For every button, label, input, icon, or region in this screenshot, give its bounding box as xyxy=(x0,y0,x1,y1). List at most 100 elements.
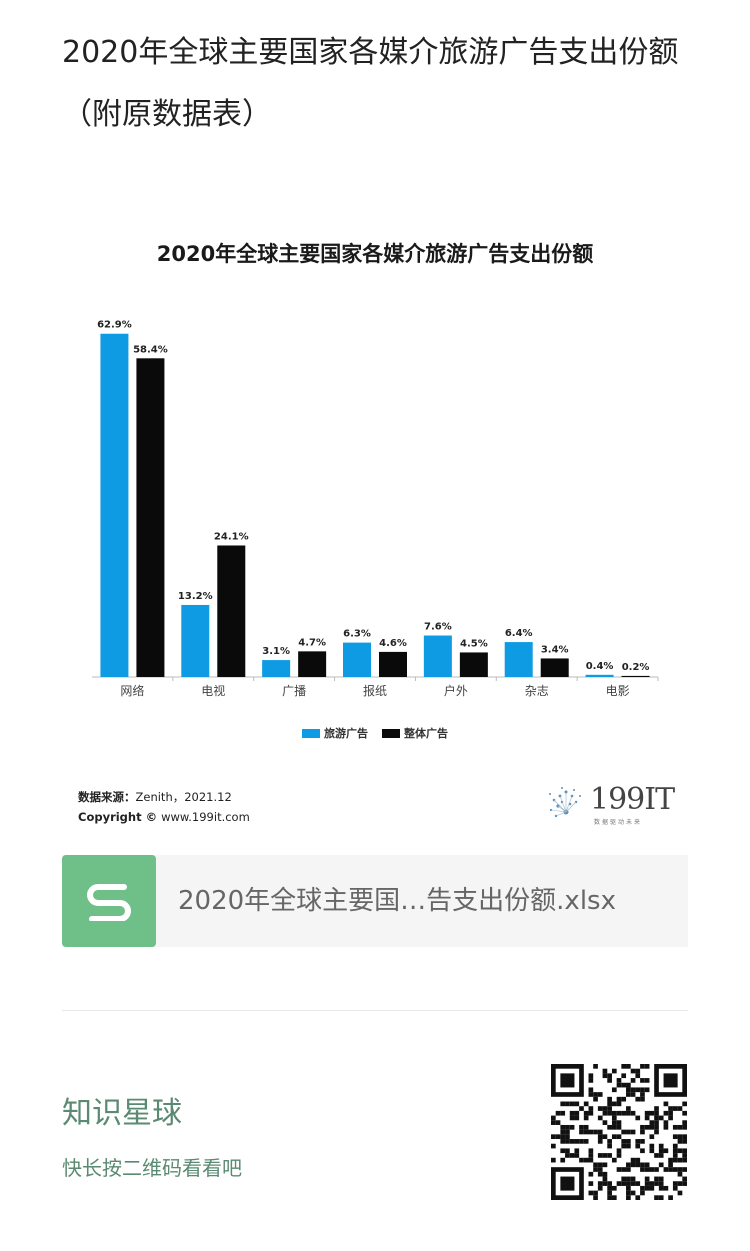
qr-module xyxy=(621,1096,627,1102)
qr-module xyxy=(654,1176,659,1182)
qr-module xyxy=(607,1139,612,1144)
qr-module xyxy=(654,1106,659,1111)
s-glyph-icon xyxy=(87,884,131,921)
qr-module xyxy=(635,1087,641,1093)
qr-module xyxy=(597,1106,603,1111)
bar-chart: 62.9% 58.4% 网络 13.2% 24.1% 电视 3.1% 4.7% 广播 6.3% 4.… xyxy=(92,320,659,698)
qr-module xyxy=(583,1110,589,1116)
qr-module xyxy=(616,1181,622,1186)
qr-module xyxy=(551,1134,556,1140)
qr-module xyxy=(607,1124,612,1130)
bar-overall-6 xyxy=(621,675,650,677)
qr-module xyxy=(682,1153,687,1158)
qr-module xyxy=(597,1092,603,1097)
qr-module xyxy=(565,1129,570,1135)
bar-travel-4 xyxy=(423,635,452,677)
qr-module xyxy=(677,1124,683,1130)
data-label-travel-1: 13.2% xyxy=(178,591,213,602)
qr-module xyxy=(611,1087,617,1093)
qr-module xyxy=(654,1110,659,1116)
qr-module xyxy=(602,1171,608,1177)
qr-module xyxy=(654,1195,659,1200)
attachment-card[interactable]: 2020年全球主要国…告支出份额.xlsx xyxy=(62,855,688,947)
data-label-travel-3: 6.3% xyxy=(343,629,371,640)
qr-module xyxy=(658,1181,664,1186)
chart-title: 2020年全球主要国家各媒介旅游广告支出份额 xyxy=(156,242,594,266)
qr-module xyxy=(640,1185,645,1191)
qr-module xyxy=(588,1073,594,1079)
qr-module xyxy=(574,1148,580,1154)
qr-module xyxy=(593,1064,598,1069)
qr-module xyxy=(626,1087,631,1093)
qr-module xyxy=(602,1153,608,1158)
qr-module xyxy=(565,1124,570,1130)
data-label-overall-4: 4.5% xyxy=(460,638,488,649)
qr-module xyxy=(654,1129,659,1135)
qr-module xyxy=(663,1124,669,1130)
qr-module xyxy=(677,1157,683,1163)
qr-module xyxy=(644,1110,650,1116)
qr-module xyxy=(593,1096,598,1102)
data-label-overall-1: 24.1% xyxy=(214,531,249,542)
qr-module xyxy=(626,1190,631,1196)
qr-module xyxy=(583,1139,589,1144)
chart-legend: 旅游广告 整体广告 xyxy=(302,725,448,741)
qr-module xyxy=(626,1129,631,1135)
qr-module xyxy=(569,1101,575,1107)
qr-module xyxy=(607,1143,612,1149)
qr-module xyxy=(611,1185,617,1191)
qr-module xyxy=(658,1143,664,1149)
qr-module xyxy=(602,1176,608,1182)
source-value: Zenith，2021.12 xyxy=(135,790,232,804)
qr-module xyxy=(644,1185,650,1191)
data-label-travel-6: 0.4% xyxy=(586,661,614,672)
qr-module xyxy=(640,1096,645,1102)
qr-module xyxy=(607,1106,612,1111)
qr-module xyxy=(574,1153,580,1158)
qr-module xyxy=(654,1120,659,1125)
data-label-travel-0: 62.9% xyxy=(97,320,132,331)
qr-module xyxy=(640,1078,645,1083)
dandelion-logo-icon xyxy=(549,787,581,818)
qr-module xyxy=(621,1167,627,1172)
qr-module xyxy=(668,1162,673,1168)
qr-module xyxy=(597,1185,603,1191)
qr-module xyxy=(616,1167,622,1172)
qr-module xyxy=(616,1096,622,1102)
qr-code[interactable] xyxy=(551,1064,687,1200)
qr-module xyxy=(635,1115,641,1121)
qr-module xyxy=(626,1082,631,1088)
qr-module xyxy=(583,1129,589,1135)
qr-module xyxy=(593,1129,598,1135)
qr-module xyxy=(658,1148,664,1154)
bar-overall-2 xyxy=(298,651,327,677)
qr-module xyxy=(644,1087,650,1093)
qr-module xyxy=(565,1153,570,1158)
qr-module xyxy=(588,1110,594,1116)
qr-module xyxy=(658,1195,664,1200)
bar-travel-6 xyxy=(585,674,614,677)
source-label: 数据来源： xyxy=(78,790,136,804)
qr-module xyxy=(658,1162,664,1168)
bar-travel-1 xyxy=(181,604,210,677)
legend-item-travel: 旅游广告 xyxy=(302,725,368,741)
qr-module xyxy=(640,1064,645,1069)
divider xyxy=(62,1010,688,1011)
qr-module xyxy=(607,1153,612,1158)
qr-module xyxy=(626,1185,631,1191)
qr-module xyxy=(621,1082,627,1088)
qr-module xyxy=(597,1129,603,1135)
qr-module xyxy=(644,1115,650,1121)
qr-module xyxy=(649,1143,655,1149)
qr-module xyxy=(672,1148,678,1154)
qr-module xyxy=(621,1181,627,1186)
x-tick-label-6: 电影 xyxy=(606,684,630,698)
qr-module xyxy=(602,1110,608,1116)
qr-module xyxy=(672,1124,678,1130)
qr-module xyxy=(560,1148,566,1154)
qr-module xyxy=(635,1068,641,1074)
qr-module xyxy=(626,1176,631,1182)
qr-module xyxy=(630,1078,636,1083)
qr-module xyxy=(616,1148,622,1154)
qr-module xyxy=(677,1106,683,1111)
